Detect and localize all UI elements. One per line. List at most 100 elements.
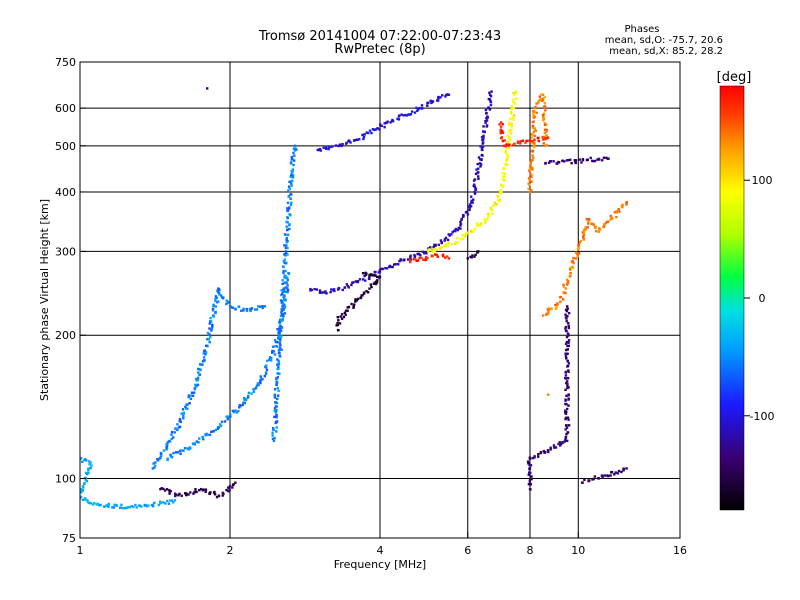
echo-point — [468, 208, 471, 212]
echo-point — [510, 104, 513, 108]
echo-point — [474, 253, 477, 257]
echo-point — [593, 159, 597, 163]
echo-point — [289, 180, 293, 184]
echo-point — [167, 502, 171, 505]
echo-point — [563, 440, 567, 443]
echo-point — [537, 139, 540, 143]
echo-point — [286, 201, 290, 204]
echo-point — [583, 478, 586, 482]
echo-point — [345, 141, 348, 145]
echo-point — [210, 320, 213, 323]
x-axis-ticks: 1 2 4 6 8 10 16 — [77, 532, 687, 557]
echo-point — [582, 233, 586, 237]
echo-point — [370, 285, 373, 289]
echo-point — [415, 106, 418, 110]
echo-point — [123, 507, 127, 510]
echo-point — [87, 469, 90, 472]
echo-point — [283, 303, 286, 307]
echo-point — [217, 300, 220, 303]
echo-point — [286, 189, 290, 192]
echo-point — [198, 367, 201, 371]
echo-point — [112, 506, 115, 509]
grid-lines — [80, 62, 680, 538]
echo-point — [330, 288, 333, 291]
echo-point — [443, 244, 446, 248]
echo-point — [309, 289, 312, 292]
echo-point — [408, 113, 411, 116]
echo-point — [238, 406, 241, 409]
echo-point — [263, 374, 266, 378]
echo-point — [204, 351, 208, 354]
echo-point — [243, 396, 246, 400]
echo-point — [471, 201, 474, 204]
echo-point — [254, 387, 257, 390]
echo-point — [514, 91, 518, 94]
echo-point — [170, 433, 173, 436]
echo-point — [564, 327, 567, 330]
echo-point — [443, 238, 447, 241]
echo-point — [450, 233, 453, 236]
echo-point — [434, 253, 437, 256]
echo-point — [273, 353, 277, 356]
echo-point — [500, 136, 504, 139]
echo-point — [430, 255, 434, 258]
echo-point — [597, 477, 600, 480]
echo-point — [484, 219, 487, 223]
echo-point — [279, 328, 282, 331]
echo-point — [113, 503, 116, 507]
echo-point — [532, 114, 535, 118]
echo-point — [202, 438, 205, 441]
echo-point — [309, 287, 312, 291]
echo-point — [558, 444, 562, 447]
echo-point — [183, 446, 187, 450]
echo-point — [372, 282, 376, 285]
echo-point — [205, 344, 208, 347]
echo-point — [577, 251, 581, 255]
echo-point — [616, 472, 620, 475]
echo-point — [280, 293, 283, 297]
echo-point — [416, 109, 419, 112]
echo-point — [229, 415, 232, 418]
echo-point — [469, 195, 473, 198]
echo-point — [341, 288, 344, 292]
echo-point — [546, 393, 550, 396]
echo-point — [339, 315, 342, 318]
echo-point — [592, 223, 595, 226]
echo-point — [284, 276, 288, 280]
echo-point — [365, 131, 368, 134]
echo-point — [494, 203, 497, 206]
echo-point — [564, 399, 567, 402]
echo-point — [173, 499, 177, 502]
echo-point — [286, 221, 289, 224]
echo-point — [286, 284, 289, 287]
echo-point — [466, 231, 469, 234]
echo-point — [337, 144, 340, 148]
echo-point — [286, 290, 289, 294]
echo-point — [175, 427, 178, 430]
echo-point — [625, 201, 628, 204]
echo-point — [547, 161, 551, 164]
echo-point — [444, 256, 447, 259]
echo-point — [166, 441, 169, 444]
echo-point — [565, 439, 569, 443]
echo-point — [620, 470, 623, 474]
echo-point — [378, 269, 381, 272]
echo-point — [534, 129, 537, 132]
echo-point — [201, 363, 204, 366]
echo-point — [566, 307, 569, 310]
echo-point — [151, 504, 155, 508]
echo-point — [512, 98, 515, 101]
echo-point — [528, 463, 531, 467]
x-tick-label: 2 — [227, 544, 234, 557]
echo-point — [622, 469, 625, 472]
echo-point — [275, 405, 278, 408]
echo-point — [530, 174, 534, 177]
echo-point — [564, 412, 568, 415]
echo-point — [602, 223, 606, 226]
echo-point — [530, 180, 533, 183]
echo-point — [343, 311, 347, 314]
echo-point — [242, 309, 245, 312]
echo-point — [340, 144, 343, 148]
echo-point — [160, 487, 163, 490]
echo-point — [193, 442, 196, 445]
